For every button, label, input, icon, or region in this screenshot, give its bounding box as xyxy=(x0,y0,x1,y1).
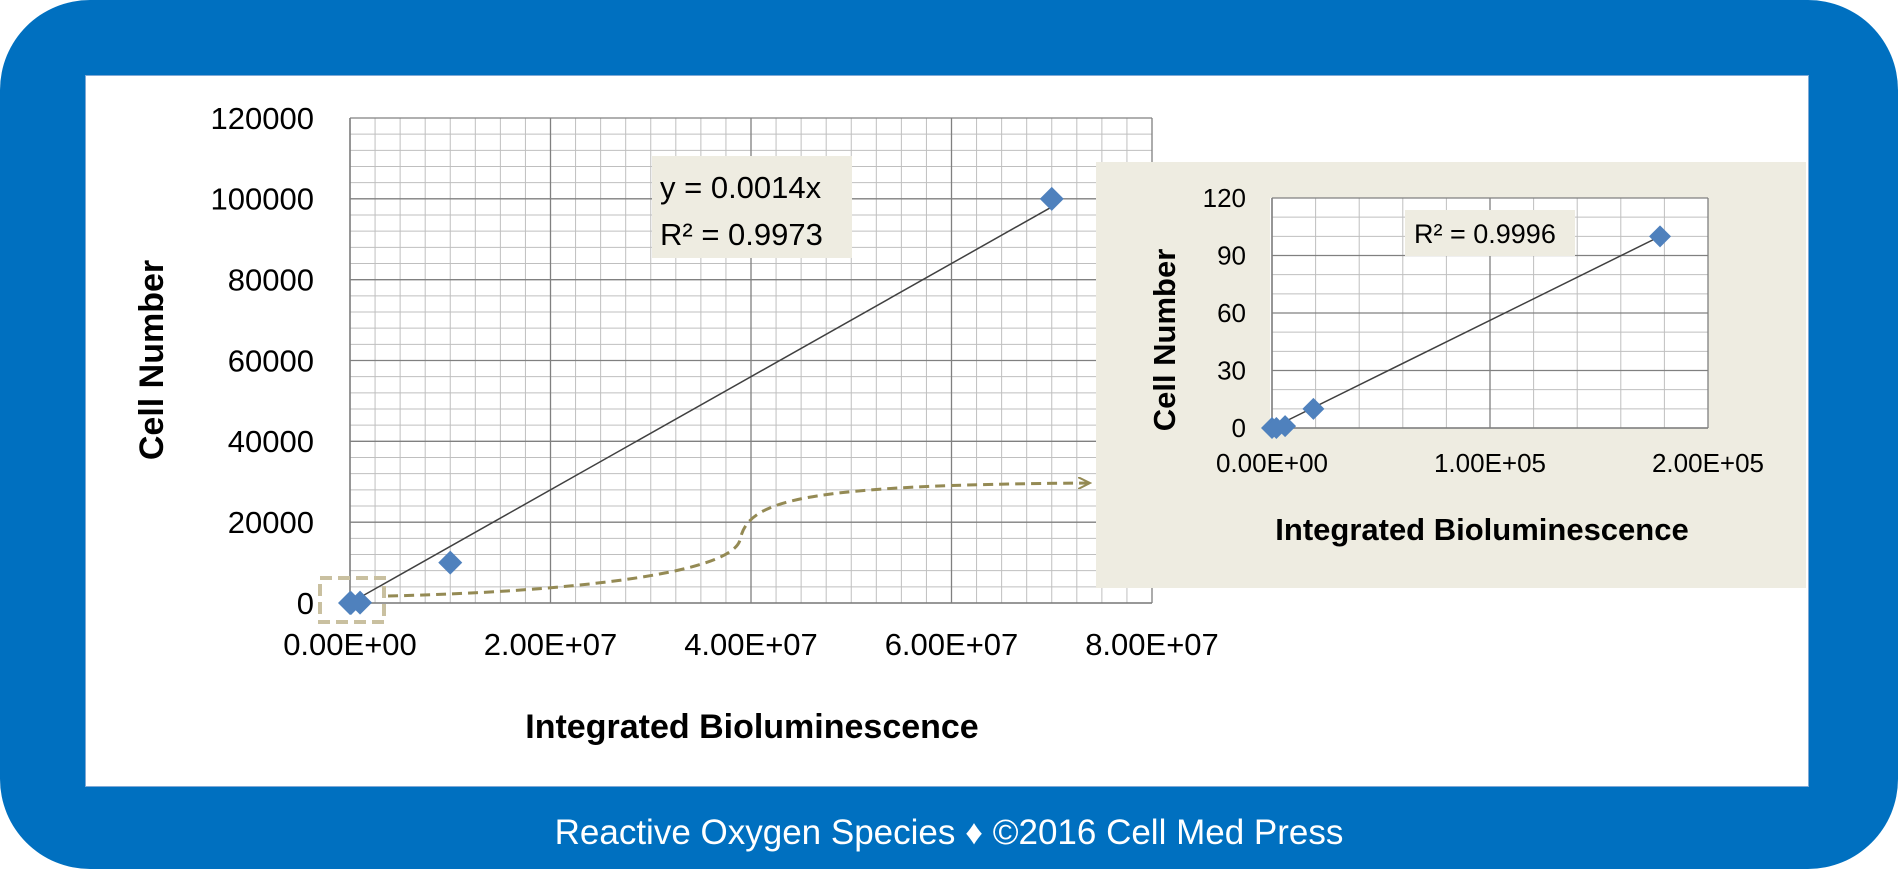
main-x-tick-labels: 0.00E+00 2.00E+07 4.00E+07 6.00E+07 8.00E+07 xyxy=(283,627,1219,662)
inset-y-tick-label: 30 xyxy=(1217,356,1246,386)
equation-label: y = 0.0014x xyxy=(660,170,822,205)
main-data-point xyxy=(438,550,463,575)
inset-x-tick-labels: 0.00E+00 1.00E+05 2.00E+05 xyxy=(1216,448,1764,478)
main-trendline xyxy=(349,206,1053,604)
inset-y-tick-label: 0 xyxy=(1232,413,1246,443)
footer-credit: Reactive Oxygen Species ♦ ©2016 Cell Med… xyxy=(554,813,1344,852)
inset-data-points xyxy=(1261,225,1672,439)
main-x-tick-label: 8.00E+07 xyxy=(1085,627,1219,662)
inset-r2-box xyxy=(1405,210,1575,256)
inset-y-tick-label: 120 xyxy=(1203,183,1246,213)
inset-chart: 0 30 60 90 120 0.00E+00 1.00E+05 2.00E+05 R² =… xyxy=(1096,162,1806,588)
inset-data-point xyxy=(1302,397,1325,420)
inset-x-tick-label: 2.00E+05 xyxy=(1652,448,1764,478)
main-y-tick-label: 40000 xyxy=(228,424,314,459)
inset-y-tick-label: 60 xyxy=(1217,298,1246,328)
main-x-tick-label: 6.00E+07 xyxy=(885,627,1019,662)
main-y-tick-label: 0 xyxy=(297,586,314,621)
inset-data-point xyxy=(1274,415,1297,438)
main-x-tick-label: 2.00E+07 xyxy=(484,627,618,662)
main-data-points xyxy=(338,186,1064,615)
equation-box xyxy=(652,156,852,258)
main-gridlines xyxy=(349,117,1153,604)
main-y-tick-label: 80000 xyxy=(228,263,314,298)
main-data-point xyxy=(348,590,373,615)
main-y-tick-label: 120000 xyxy=(211,101,314,136)
main-x-tick-label: 0.00E+00 xyxy=(283,627,417,662)
main-y-tick-label: 100000 xyxy=(211,182,314,217)
main-y-axis-label: Cell Number xyxy=(133,260,171,460)
r2-label-main: R² = 0.9973 xyxy=(660,217,823,252)
inset-y-axis-label: Cell Number xyxy=(1147,249,1182,432)
main-y-tick-label: 20000 xyxy=(228,505,314,540)
zoom-arrow xyxy=(387,483,1090,598)
inset-x-tick-label: 0.00E+00 xyxy=(1216,448,1328,478)
main-x-axis-label: Integrated Bioluminescence xyxy=(525,708,978,746)
inset-data-point xyxy=(1649,225,1672,248)
inset-trendline xyxy=(1271,235,1661,429)
inset-x-axis-label: Integrated Bioluminescence xyxy=(1275,512,1688,547)
main-y-tick-label: 60000 xyxy=(228,343,314,378)
r2-label-inset: R² = 0.9996 xyxy=(1414,219,1556,249)
main-x-tick-label: 4.00E+07 xyxy=(684,627,818,662)
inset-y-tick-labels: 0 30 60 90 120 xyxy=(1203,183,1246,443)
main-y-tick-labels: 0 20000 40000 60000 80000 100000 120000 xyxy=(211,101,314,621)
main-data-point xyxy=(1039,186,1064,211)
inset-y-tick-label: 90 xyxy=(1217,241,1246,271)
main-chart: 0 20000 40000 60000 80000 100000 120000 0.00E+… xyxy=(133,101,1219,746)
inset-x-tick-label: 1.00E+05 xyxy=(1434,448,1546,478)
